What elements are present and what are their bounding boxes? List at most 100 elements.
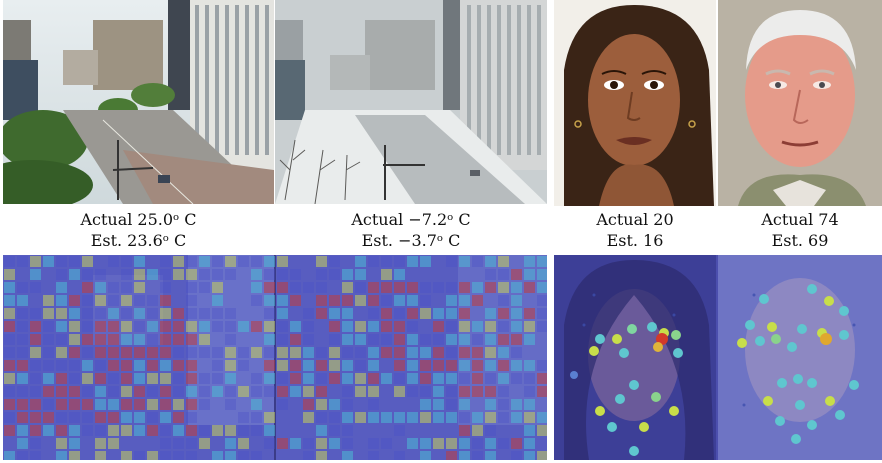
heatmap-cell bbox=[69, 295, 80, 306]
heatmap-cell bbox=[264, 321, 275, 332]
heatmap-cell bbox=[225, 438, 236, 449]
heatmap-cell bbox=[511, 308, 522, 319]
heatmap-cell bbox=[316, 308, 327, 319]
heatmap-cell bbox=[368, 334, 379, 345]
heatmap-cell bbox=[446, 360, 457, 371]
heatmap-cell bbox=[433, 347, 444, 358]
heatmap-cell bbox=[342, 451, 353, 460]
heatmap-cell bbox=[446, 321, 457, 332]
heatmap-cell bbox=[498, 360, 509, 371]
heatmap-cell bbox=[186, 295, 197, 306]
city-cold-estimate: Est. −3.7ᵒ C bbox=[361, 231, 461, 250]
heatmap-cell bbox=[95, 412, 106, 423]
heatmap-cell bbox=[56, 347, 67, 358]
heatmap-cell bbox=[459, 321, 470, 332]
heatmap-cell bbox=[160, 256, 171, 267]
heatmap-cell bbox=[56, 451, 67, 460]
heatmap-cell bbox=[433, 373, 444, 384]
heatmap-cell bbox=[17, 256, 28, 267]
heatmap-cell bbox=[537, 295, 547, 306]
heatmap-cell bbox=[56, 373, 67, 384]
heatmap-cell bbox=[485, 308, 496, 319]
heatmap-cell bbox=[433, 334, 444, 345]
heatmap-cell bbox=[30, 438, 41, 449]
heatmap-cell bbox=[225, 360, 236, 371]
heatmap-cell bbox=[459, 295, 470, 306]
heatmap-cell bbox=[407, 412, 418, 423]
heatmap-cell bbox=[316, 399, 327, 410]
heatmap-cell bbox=[472, 347, 483, 358]
heatmap-cell bbox=[446, 451, 457, 460]
heatmap-cell bbox=[446, 256, 457, 267]
heatmap-cell bbox=[511, 282, 522, 293]
heatmap-cell bbox=[56, 334, 67, 345]
heatmap-cell bbox=[316, 373, 327, 384]
heatmap-cell bbox=[264, 282, 275, 293]
heatmap-cell bbox=[17, 373, 28, 384]
heatmap-cell bbox=[121, 386, 132, 397]
heatmap-cell bbox=[225, 321, 236, 332]
heatmap-cell bbox=[524, 451, 535, 460]
heatmap-cell bbox=[459, 347, 470, 358]
heatmap-cell bbox=[108, 308, 119, 319]
heatmap-cell bbox=[95, 425, 106, 436]
heatmap-cell bbox=[355, 269, 366, 280]
heatmap-cell bbox=[69, 269, 80, 280]
heatmap-cell bbox=[69, 256, 80, 267]
heatmap-cell bbox=[381, 269, 392, 280]
heatmap-cell bbox=[186, 360, 197, 371]
heatmap-cell bbox=[199, 347, 210, 358]
heatmap-cell bbox=[56, 269, 67, 280]
heatmap-cell bbox=[173, 438, 184, 449]
heatmap-cell bbox=[511, 451, 522, 460]
heatmap-cell bbox=[381, 308, 392, 319]
heatmap-cell bbox=[186, 347, 197, 358]
heatmap-cell bbox=[290, 295, 301, 306]
heatmap-cell bbox=[316, 282, 327, 293]
heatmap-cell bbox=[17, 347, 28, 358]
heatmap-cell bbox=[69, 360, 80, 371]
heatmap-cell bbox=[459, 412, 470, 423]
heatmap-cell bbox=[82, 256, 93, 267]
heatmap-cell bbox=[459, 438, 470, 449]
heatmap-cell bbox=[238, 321, 249, 332]
heatmap-cell bbox=[199, 334, 210, 345]
heatmap-cell bbox=[56, 360, 67, 371]
heatmap-cell bbox=[17, 451, 28, 460]
heatmap-cell bbox=[82, 386, 93, 397]
heatmap-cell bbox=[498, 282, 509, 293]
heatmap-cell bbox=[446, 373, 457, 384]
heatmap-cell bbox=[160, 334, 171, 345]
heatmap-cell bbox=[251, 386, 262, 397]
heatmap-cell bbox=[108, 412, 119, 423]
heatmap-cell bbox=[147, 360, 158, 371]
heatmap-cell bbox=[433, 386, 444, 397]
city-warm-image bbox=[3, 0, 274, 204]
heatmap-cell bbox=[147, 269, 158, 280]
heatmap-cell bbox=[4, 360, 15, 371]
heatmap-cell bbox=[433, 321, 444, 332]
heatmap-cell bbox=[4, 451, 15, 460]
heatmap-cell bbox=[82, 282, 93, 293]
heatmap-cell bbox=[459, 282, 470, 293]
heatmap-cell bbox=[498, 308, 509, 319]
heatmap-cell bbox=[160, 412, 171, 423]
heatmap-cell bbox=[485, 438, 496, 449]
heatmap-cell bbox=[446, 295, 457, 306]
heatmap-cell bbox=[69, 438, 80, 449]
heatmap-cell bbox=[56, 412, 67, 423]
heatmap-cell bbox=[121, 308, 132, 319]
heatmap-cell bbox=[420, 282, 431, 293]
heatmap-cell bbox=[394, 334, 405, 345]
heatmap-cell bbox=[264, 412, 275, 423]
heatmap-cell bbox=[121, 412, 132, 423]
heatmap-cell bbox=[381, 347, 392, 358]
heatmap-cell bbox=[394, 451, 405, 460]
heatmap-cell bbox=[316, 269, 327, 280]
heatmap-cell bbox=[212, 347, 223, 358]
heatmap-cell bbox=[4, 321, 15, 332]
heatmap-cell bbox=[160, 399, 171, 410]
heatmap-cell bbox=[82, 269, 93, 280]
heatmap-cell bbox=[329, 269, 340, 280]
heatmap-cell bbox=[290, 282, 301, 293]
